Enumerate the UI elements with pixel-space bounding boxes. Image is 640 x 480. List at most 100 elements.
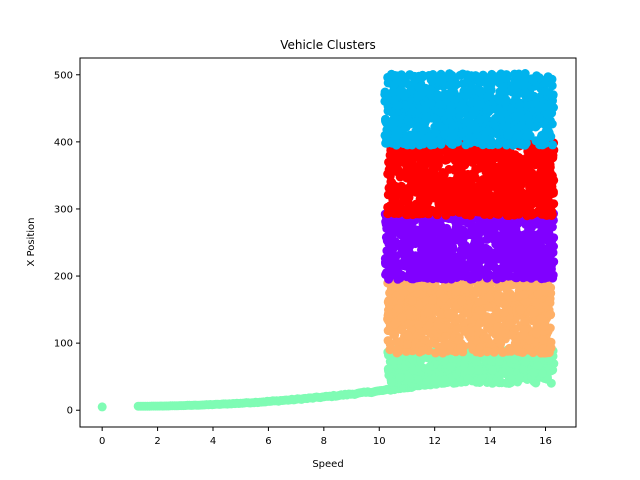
scatter-point-2 [465, 245, 474, 255]
plot-frame [79, 57, 577, 428]
scatter-point-1 [538, 335, 548, 345]
scatter-point-1 [520, 325, 530, 335]
x-tick-label: 10 [373, 436, 386, 447]
scatter-point-4 [490, 114, 500, 123]
y-axis: 0 100 200 300 400 500 [54, 70, 80, 417]
scatter-point-3 [483, 202, 493, 212]
scatter-point-2 [427, 229, 437, 238]
scatter-point-4 [402, 135, 412, 145]
scatter-point-0 [519, 364, 529, 374]
scatter-point-2 [402, 233, 412, 243]
scatter-point-1 [406, 283, 416, 293]
scatter-point-4 [544, 128, 554, 138]
scatter-point-3 [395, 182, 405, 192]
points-layer [97, 69, 559, 412]
scatter-point-4 [501, 122, 511, 132]
scatter-point-0 [446, 362, 456, 371]
scatter-point-2 [402, 272, 412, 282]
scatter-point-4 [527, 99, 537, 109]
scatter-point-2 [442, 223, 452, 233]
scatter-point-1 [439, 293, 449, 303]
x-axis-label: Speed [312, 459, 343, 470]
scatter-point-2 [401, 244, 411, 254]
scatter-point-2 [440, 243, 450, 253]
scatter-point-1 [474, 297, 484, 307]
scatter-point-3 [538, 179, 548, 189]
scatter-point-2 [448, 245, 458, 255]
scatter-point-1 [403, 331, 413, 341]
scatter-point-4 [406, 86, 415, 96]
scatter-point-3 [459, 189, 469, 199]
scatter-point-1 [482, 347, 492, 357]
scatter-point-3 [417, 159, 427, 169]
scatter-point-4 [435, 100, 445, 110]
scatter-point-3 [520, 166, 530, 176]
scatter-point-4 [464, 133, 474, 143]
scatter-point-3 [483, 185, 492, 194]
scatter-point-2 [547, 222, 557, 232]
scatter-point-2 [526, 273, 536, 283]
scatter-point-4 [471, 97, 481, 107]
scatter-point-3 [475, 157, 485, 167]
scatter-point-3 [548, 187, 558, 197]
scatter-point-1 [451, 325, 461, 335]
scatter-point-2 [463, 218, 473, 228]
scatter-point-3 [437, 180, 447, 190]
x-tick-label: 6 [265, 436, 271, 447]
scatter-point-4 [529, 91, 539, 101]
scatter-point-2 [532, 218, 542, 227]
scatter-point-3 [418, 173, 428, 183]
scatter-point-2 [542, 233, 552, 243]
scatter-point-3 [412, 179, 422, 189]
scatter-point-3 [390, 207, 400, 217]
scatter-point-1 [394, 304, 403, 314]
scatter-point-1 [482, 333, 492, 343]
scatter-point-1 [433, 319, 443, 329]
scatter-point-1 [531, 328, 541, 338]
scatter-point-3 [525, 180, 535, 190]
scatter-point-4 [404, 117, 414, 127]
scatter-point-4 [434, 92, 444, 102]
scatter-point-2 [488, 234, 498, 244]
scatter-point-3 [415, 194, 425, 204]
scatter-point-3 [517, 203, 527, 212]
scatter-point-4 [420, 86, 430, 96]
scatter-point-4 [444, 89, 454, 99]
scatter-point-1 [417, 346, 427, 356]
y-tick-label: 200 [54, 272, 73, 283]
scatter-point-1 [417, 327, 427, 337]
scatter-point-1 [489, 347, 499, 357]
y-tick-label: 500 [54, 70, 73, 81]
scatter-point-4 [483, 81, 492, 91]
scatter-point-2 [388, 229, 398, 238]
scatter-point-4 [445, 69, 454, 79]
y-axis-label: X Position [26, 218, 37, 267]
scatter-point-4 [513, 131, 523, 141]
scatter-point-3 [538, 170, 548, 180]
scatter-point-4 [548, 140, 558, 150]
scatter-point-2 [484, 245, 493, 255]
scatter-point-3 [383, 169, 393, 179]
scatter-point-2 [475, 249, 485, 259]
scatter-point-1 [414, 300, 424, 310]
scatter-point-2 [421, 254, 431, 264]
scatter-point-3 [544, 179, 554, 189]
scatter-point-3 [383, 202, 393, 212]
scatter-point-4 [524, 119, 534, 129]
scatter-point-3 [399, 158, 409, 167]
scatter-point-0 [429, 374, 439, 384]
scatter-point-2 [389, 220, 399, 230]
scatter-point-4 [401, 73, 411, 83]
scatter-point-2 [438, 266, 448, 276]
scatter-point-0 [471, 357, 481, 366]
x-tick-label: 8 [321, 436, 327, 447]
scatter-point-0 [440, 375, 450, 385]
y-tick-label: 400 [54, 137, 73, 148]
scatter-point-4 [389, 95, 399, 105]
scatter-point-2 [451, 271, 461, 281]
scatter-point-4 [424, 131, 434, 141]
scatter-point-3 [539, 155, 549, 165]
scatter-point-2 [415, 268, 425, 277]
scatter-point-2 [522, 218, 532, 228]
scatter-point-3 [434, 199, 444, 209]
